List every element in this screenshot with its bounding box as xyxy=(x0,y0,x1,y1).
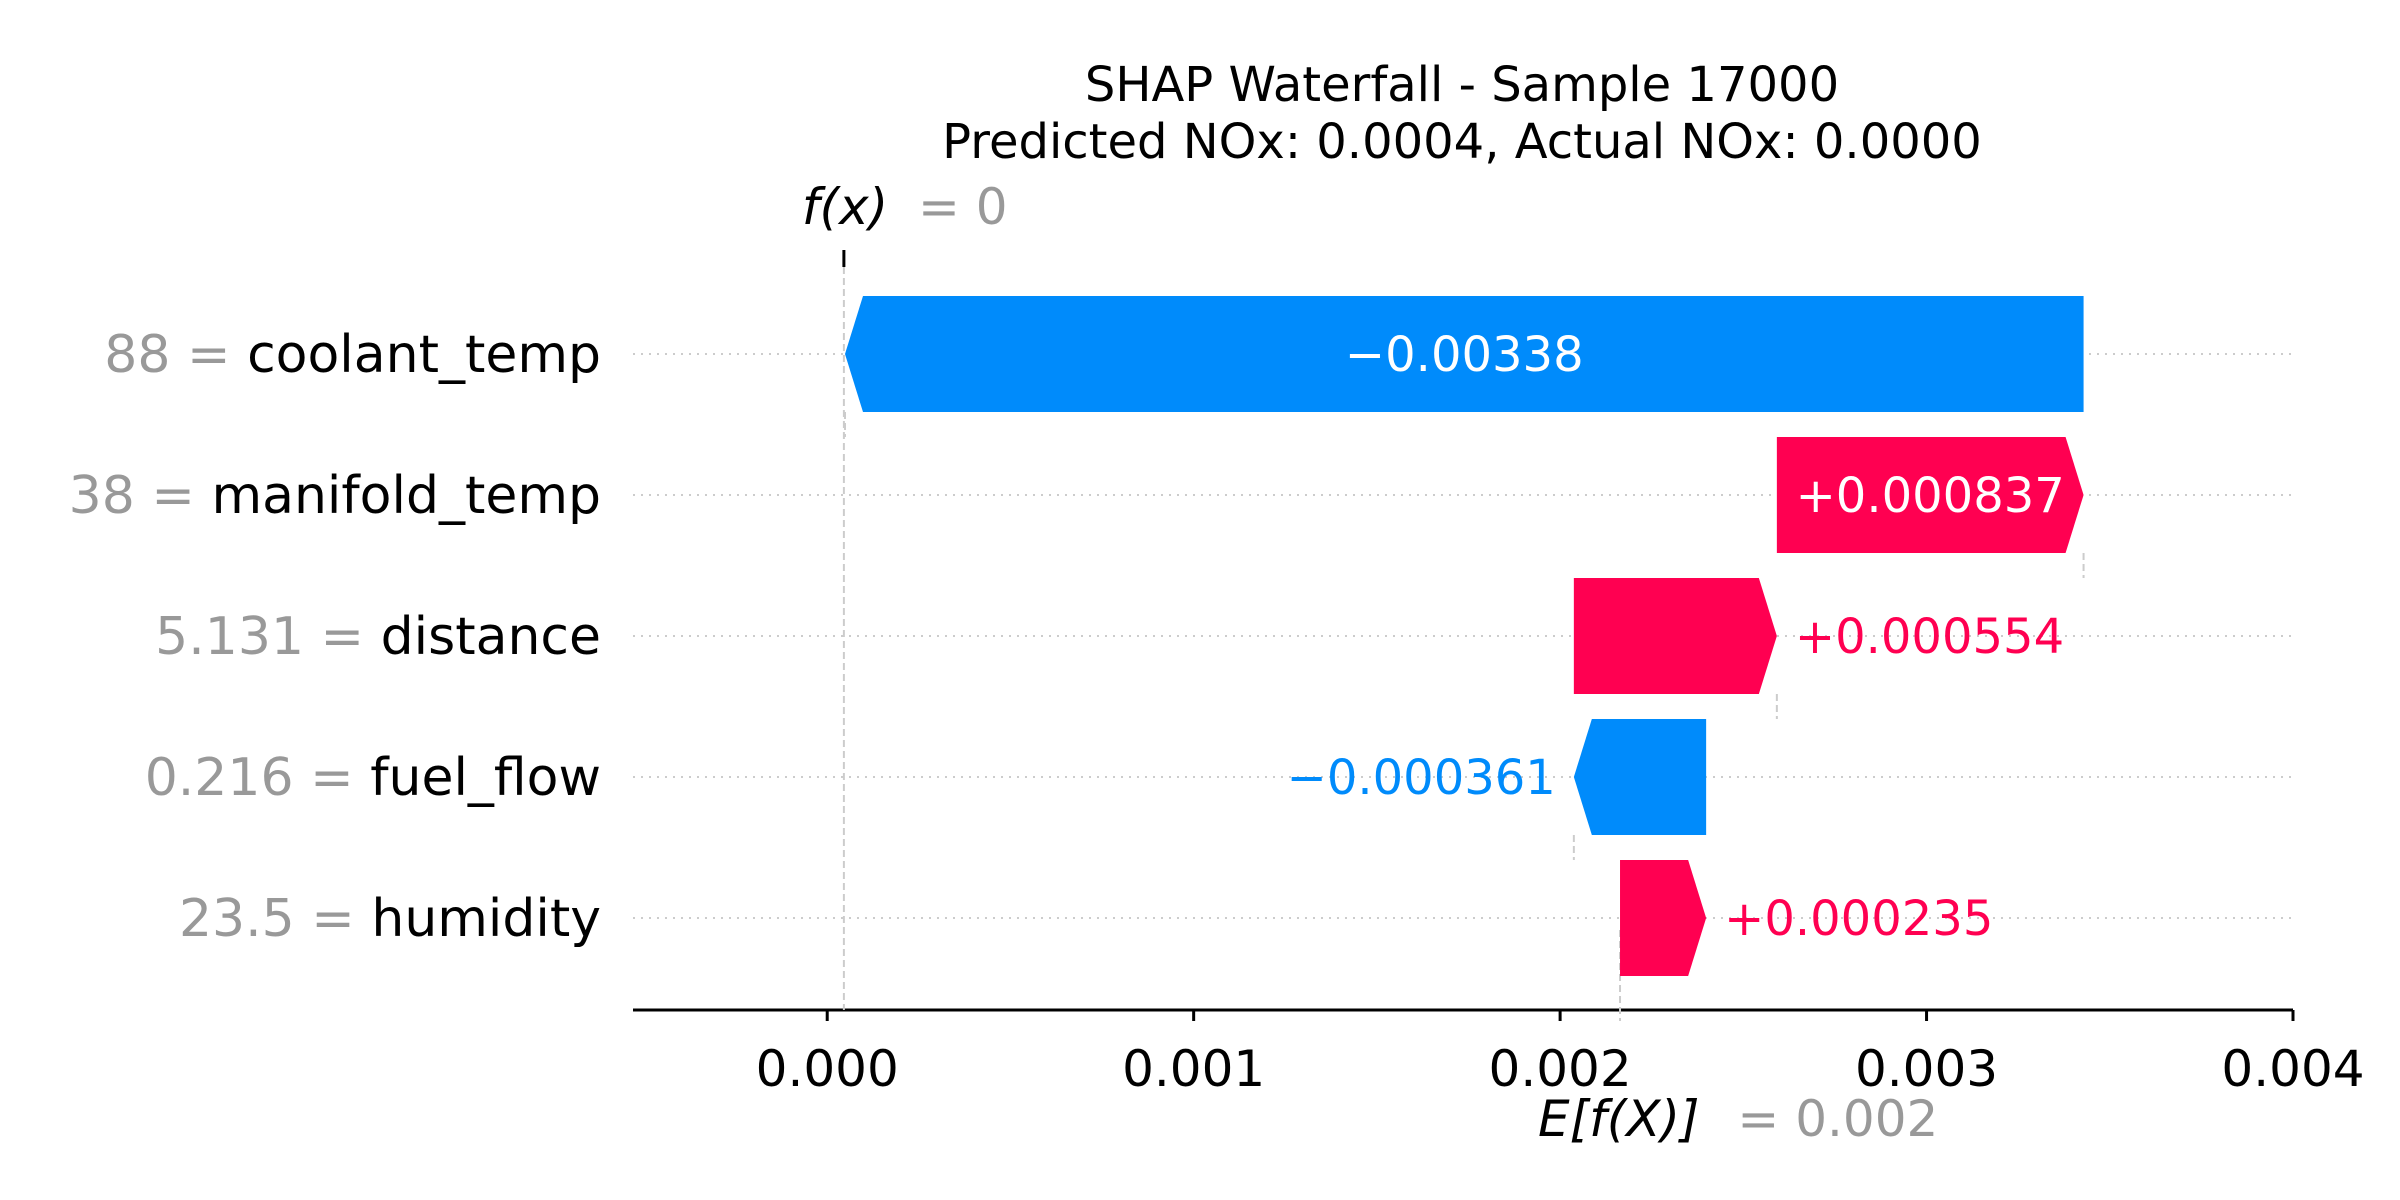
feature-value: 38 = xyxy=(69,466,212,526)
waterfall-bar-humidity xyxy=(1620,860,1707,976)
feature-label: 88 = coolant_temp xyxy=(104,325,601,385)
chart-subtitle: Predicted NOx: 0.0004, Actual NOx: 0.000… xyxy=(942,114,1982,170)
shap-value-label: +0.000837 xyxy=(1796,468,2065,524)
feature-name: humidity xyxy=(371,889,601,949)
x-tick-label: 0.000 xyxy=(756,1040,899,1098)
shap-value-label: −0.00338 xyxy=(1345,327,1584,383)
feature-label: 0.216 = fuel_flow xyxy=(145,748,601,808)
feature-name: manifold_temp xyxy=(211,466,601,526)
waterfall-bar-coolant-temp xyxy=(844,296,2084,412)
waterfall-bar-manifold-temp xyxy=(1776,437,2084,553)
feature-name: coolant_temp xyxy=(247,325,601,385)
waterfall-bar-fuel-flow xyxy=(1573,719,1707,835)
base-value-text: = 0.002 xyxy=(1737,1090,1938,1148)
fx-label: f(x) xyxy=(802,178,888,236)
feature-label: 5.131 = distance xyxy=(155,607,601,667)
feature-label: 38 = manifold_temp xyxy=(69,466,601,526)
feature-value: 88 = xyxy=(104,325,247,385)
x-tick-label: 0.004 xyxy=(2221,1040,2364,1098)
shap-value-label: −0.000361 xyxy=(1287,750,1556,806)
feature-name: fuel_flow xyxy=(370,748,601,808)
feature-value: 0.216 = xyxy=(145,748,371,808)
x-tick-label: 0.003 xyxy=(1855,1040,1998,1098)
svg-text:f(x) = 0: f(x) = 0 xyxy=(802,178,1008,236)
feature-value: 23.5 = xyxy=(179,889,371,949)
feature-name: distance xyxy=(381,607,601,667)
shap-value-label: +0.000554 xyxy=(1795,609,2064,665)
waterfall-bar-distance xyxy=(1573,578,1777,694)
feature-value: 5.131 = xyxy=(155,607,381,667)
base-value-label: E[f(X)] xyxy=(1538,1090,1699,1148)
chart-title: SHAP Waterfall - Sample 17000 xyxy=(1085,57,1839,113)
svg-text:E[f(X)] = 0.002: E[f(X)] = 0.002 xyxy=(1538,1090,1938,1148)
shap-value-label: +0.000235 xyxy=(1724,891,1993,947)
fx-value-label: = 0 xyxy=(918,178,1008,236)
feature-label: 23.5 = humidity xyxy=(179,889,601,949)
x-tick-label: 0.001 xyxy=(1122,1040,1265,1098)
x-tick-label: 0.002 xyxy=(1489,1040,1632,1098)
